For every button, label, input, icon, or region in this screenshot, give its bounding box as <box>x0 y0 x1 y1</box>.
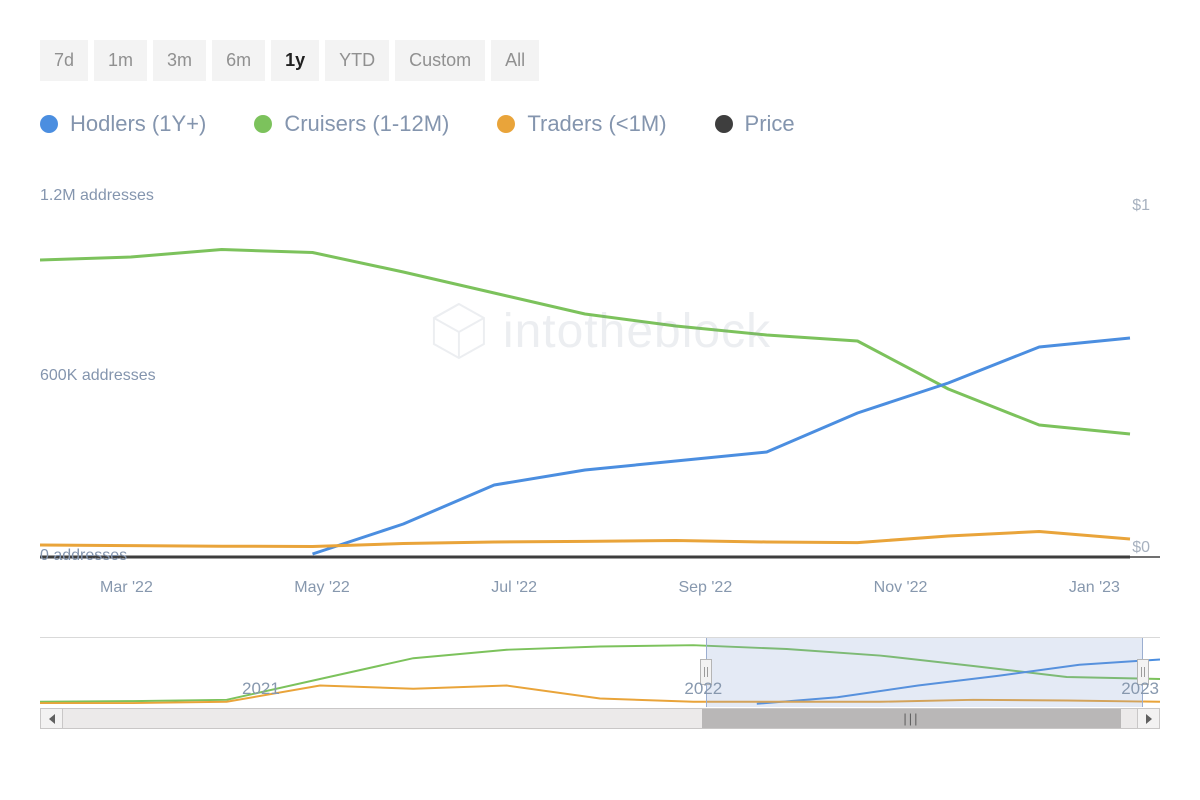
scroll-left-button[interactable] <box>41 709 63 728</box>
range-navigator[interactable]: 2021 2022 2023 ||| <box>40 637 1160 729</box>
scroll-track[interactable]: ||| <box>63 709 1137 728</box>
legend-label: Hodlers (1Y+) <box>70 111 206 137</box>
time-range-tab[interactable]: YTD <box>325 40 389 81</box>
x-axis-tick: Jul '22 <box>491 579 537 597</box>
x-axis-tick: Mar '22 <box>100 579 153 597</box>
x-axis-tick: Nov '22 <box>874 579 928 597</box>
x-axis-tick: Jan '23 <box>1069 579 1120 597</box>
time-range-tab[interactable]: 6m <box>212 40 265 81</box>
y-axis-left-tick: 1.2M addresses <box>40 187 154 205</box>
legend-item[interactable]: Traders (<1M) <box>497 111 666 137</box>
time-range-tabs: 7d1m3m6m1yYTDCustomAll <box>40 40 1160 81</box>
legend-dot-icon <box>254 115 272 133</box>
time-range-tab[interactable]: 1m <box>94 40 147 81</box>
navigator-year-label: 2022 <box>684 679 722 699</box>
navigator-year-label: 2021 <box>242 679 280 699</box>
legend-dot-icon <box>497 115 515 133</box>
legend-dot-icon <box>715 115 733 133</box>
legend-item[interactable]: Hodlers (1Y+) <box>40 111 206 137</box>
legend-label: Cruisers (1-12M) <box>284 111 449 137</box>
triangle-left-icon <box>48 714 56 724</box>
chart-legend: Hodlers (1Y+) Cruisers (1-12M) Traders (<1… <box>40 111 1160 137</box>
navigator-year-label: 2023 <box>1121 679 1159 699</box>
y-axis-right-tick: $1 <box>1132 197 1150 215</box>
navigator-canvas <box>40 637 1160 707</box>
legend-label: Traders (<1M) <box>527 111 666 137</box>
legend-label: Price <box>745 111 795 137</box>
y-axis-left-tick: 600K addresses <box>40 367 156 385</box>
time-range-tab[interactable]: 1y <box>271 40 319 81</box>
legend-dot-icon <box>40 115 58 133</box>
x-axis-tick: Sep '22 <box>678 579 732 597</box>
time-range-tab[interactable]: Custom <box>395 40 485 81</box>
legend-item[interactable]: Price <box>715 111 795 137</box>
x-axis-tick: May '22 <box>294 579 350 597</box>
triangle-right-icon <box>1145 714 1153 724</box>
y-axis-left-tick: 0 addresses <box>40 547 127 565</box>
y-axis-right-tick: $0 <box>1132 539 1150 557</box>
main-chart: intotheblock 1.2M addresses600K addresse… <box>40 187 1160 567</box>
legend-item[interactable]: Cruisers (1-12M) <box>254 111 449 137</box>
time-range-tab[interactable]: 7d <box>40 40 88 81</box>
time-range-tab[interactable]: All <box>491 40 539 81</box>
navigator-scrollbar[interactable]: ||| <box>40 708 1160 729</box>
scroll-thumb[interactable]: ||| <box>702 709 1121 728</box>
scroll-right-button[interactable] <box>1137 709 1159 728</box>
time-range-tab[interactable]: 3m <box>153 40 206 81</box>
chart-canvas <box>40 187 1160 567</box>
x-axis-labels: Mar '22 May '22 Jul '22 Sep '22 Nov '22 Jan '… <box>40 567 1160 597</box>
